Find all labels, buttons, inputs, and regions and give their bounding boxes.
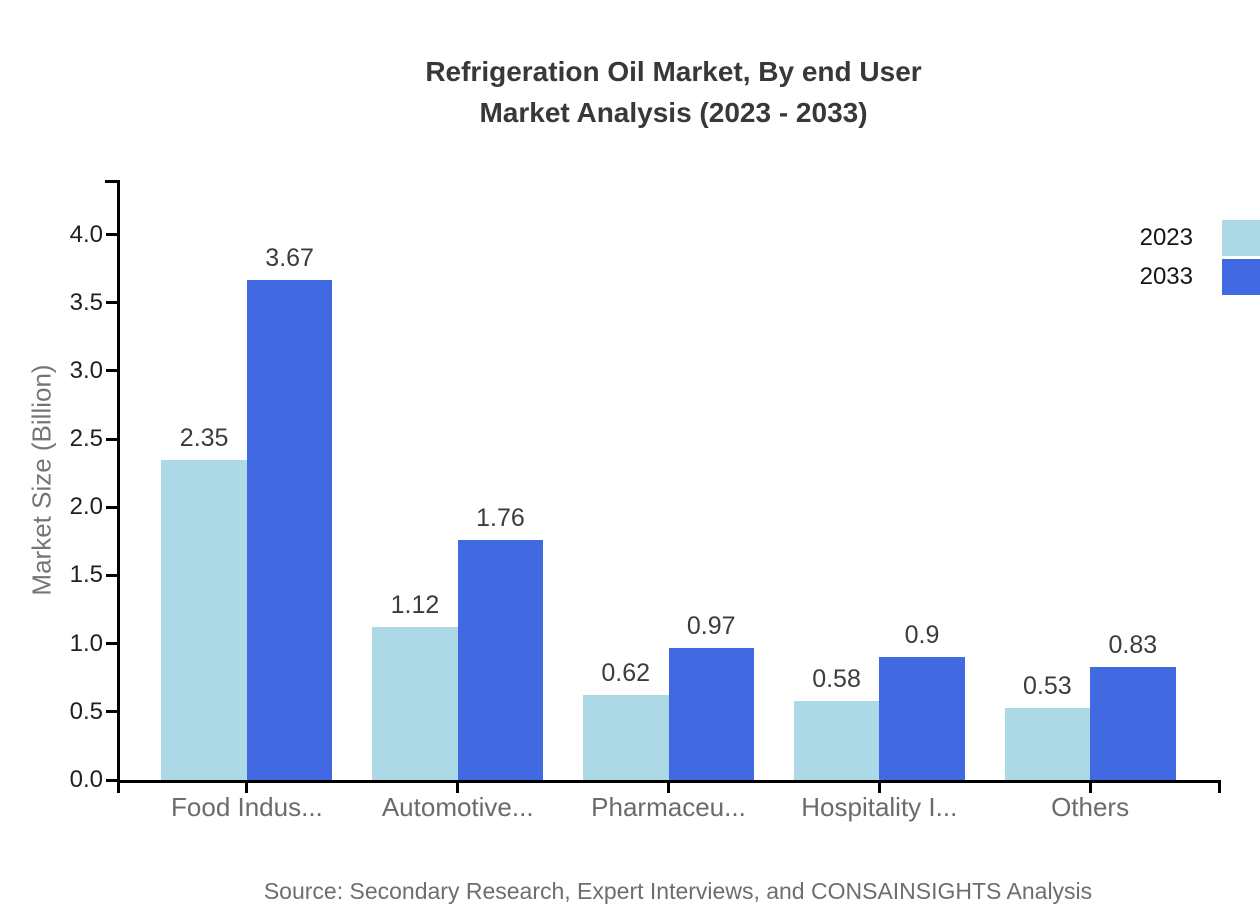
y-tick-label: 2.0: [69, 493, 103, 521]
bar-2033: [668, 647, 754, 780]
legend-label-2023: 2023: [1139, 224, 1193, 251]
legend-label-2033: 2033: [1139, 263, 1193, 290]
bar-2023: [372, 627, 458, 780]
chart-title-line1: Refrigeration Oil Market, By end User: [425, 56, 922, 87]
bar-value-label: 3.67: [265, 243, 314, 272]
x-axis-line: [117, 780, 1221, 783]
category-label: Others: [1051, 792, 1130, 822]
x-tick-mark: [667, 783, 670, 793]
y-axis-top-cap: [105, 180, 120, 183]
y-tick-mark: [106, 233, 117, 237]
bar-2033: [1090, 666, 1176, 780]
category-label: Hospitality I...: [801, 792, 958, 822]
y-tick-mark: [106, 710, 117, 714]
x-tick-mark: [245, 783, 249, 793]
x-tick-mark: [456, 783, 460, 793]
y-tick-label: 1.0: [69, 629, 103, 657]
bar-2023: [583, 695, 669, 780]
y-tick-mark: [106, 573, 117, 577]
y-tick-mark: [106, 301, 117, 305]
bar-value-label: 1.76: [476, 504, 525, 532]
category-label: Pharmaceu...: [591, 792, 746, 822]
bar-2033: [246, 279, 333, 780]
y-tick-mark: [106, 505, 117, 509]
y-tick-label: 4.0: [69, 220, 103, 248]
bar-2033: [879, 657, 965, 780]
source-note: Source: Secondary Research, Expert Inter…: [263, 878, 1093, 904]
category-label: Automotive...: [381, 792, 534, 822]
legend-swatch-2023: [1222, 220, 1260, 256]
bar-value-label: 0.83: [1108, 630, 1158, 659]
y-tick-mark: [106, 778, 117, 782]
y-tick-label: 1.5: [69, 561, 103, 589]
y-tick-label: 0.0: [69, 766, 103, 793]
y-tick-label: 3.0: [69, 356, 103, 384]
legend-swatch-2033: [1222, 259, 1260, 295]
bar-value-label: 0.97: [686, 611, 736, 640]
bar-value-label: 0.53: [1023, 671, 1072, 700]
bar-value-label: 0.62: [601, 659, 651, 688]
y-tick-label: 2.5: [69, 425, 103, 453]
bar-2023: [161, 459, 247, 780]
bar-value-label: 0.58: [812, 664, 861, 693]
bar-2023: [1004, 707, 1091, 780]
bar-2033: [457, 540, 544, 780]
category-label: Food Indus...: [171, 792, 323, 822]
y-tick-label: 3.5: [69, 288, 103, 316]
y-axis-line: [117, 180, 120, 793]
bar-value-label: 2.35: [179, 423, 229, 452]
y-tick-mark: [106, 437, 117, 441]
bar-value-label: 1.12: [390, 591, 440, 620]
y-tick-mark: [106, 642, 117, 646]
y-tick-label: 0.5: [69, 697, 103, 725]
chart-title: Refrigeration Oil Market, By end User Ma…: [117, 51, 1230, 133]
x-tick-mark: [877, 783, 881, 793]
x-tick-mark: [1088, 783, 1092, 793]
y-tick-mark: [106, 369, 117, 373]
x-axis-end-tick: [1218, 780, 1221, 793]
bar-2023: [793, 700, 880, 780]
bar-value-label: 0.9: [904, 621, 940, 650]
chart-title-line2: Market Analysis (2023 - 2033): [479, 97, 868, 128]
